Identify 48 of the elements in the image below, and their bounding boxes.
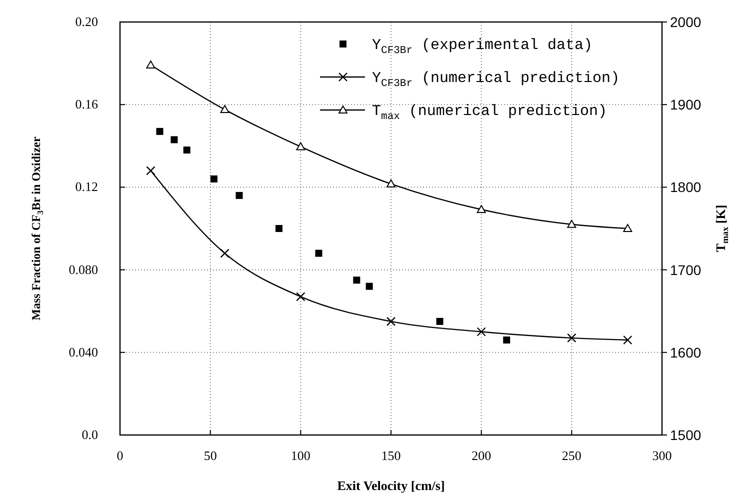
point: [353, 276, 360, 284]
y2-tick-label: 1600: [670, 344, 702, 360]
y-tick-label: 0.12: [75, 179, 98, 194]
x-axis-title: Exit Velocity [cm/s]: [337, 478, 445, 493]
y-tick-label: 0.080: [68, 262, 98, 277]
point: [183, 146, 190, 154]
point: [296, 292, 306, 302]
point: [436, 318, 444, 325]
point: [366, 282, 373, 290]
point: [503, 336, 510, 344]
point: [623, 335, 632, 345]
y2-tick-label: 2000: [670, 14, 702, 30]
x-tick-label: 150: [381, 448, 401, 463]
point: [386, 179, 396, 188]
y-tick-label: 0.0: [82, 427, 98, 442]
point: [220, 105, 230, 114]
point: [210, 175, 218, 182]
x-tick-label: 100: [290, 448, 310, 463]
legend-label: T$_{max}$ (numerical prediction): [372, 103, 607, 123]
y2-tick-label: 1800: [670, 179, 702, 196]
point: [275, 225, 282, 232]
point: [170, 136, 178, 144]
x-tick-label: 0: [116, 448, 124, 463]
point: [146, 60, 156, 68]
point: [296, 142, 306, 150]
point: [623, 224, 632, 232]
y-tick-label: 0.16: [75, 96, 98, 112]
point: [315, 250, 322, 257]
y-tick-label: 0.20: [75, 14, 98, 29]
x-tick-label: 50: [204, 448, 217, 463]
point: [236, 192, 243, 199]
x-tick-label: 250: [562, 448, 582, 463]
legend-label: Y$_{CF3Br}$ (numerical prediction): [372, 70, 620, 90]
point: [220, 248, 230, 258]
point: [567, 220, 576, 228]
point: [386, 316, 396, 326]
point: [476, 205, 486, 213]
point: [567, 333, 576, 343]
point: [156, 128, 164, 135]
y2-tick-label: 1900: [670, 96, 702, 113]
x-tick-label: 200: [472, 448, 492, 463]
y2-tick-label: 1500: [670, 427, 702, 443]
legend-label: Y$_{CF3Br}$ (experimental data): [372, 37, 593, 57]
x-tick-label: 300: [652, 448, 672, 463]
y2-tick-label: 1700: [670, 262, 702, 278]
y-tick-label: 0.040: [68, 344, 98, 360]
point: [146, 166, 156, 176]
point: [476, 327, 486, 336]
